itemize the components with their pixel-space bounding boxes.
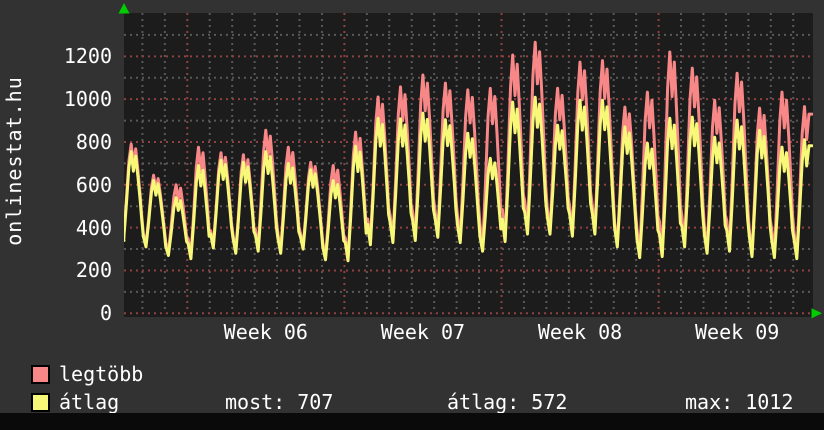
y-tick-label-800: 800: [75, 129, 112, 154]
legend-swatch-legtobb: [31, 365, 50, 384]
x-tick-label-4: Week 09: [694, 320, 780, 344]
legend-label-atlag: átlag: [59, 390, 120, 414]
y-tick-label-200: 200: [75, 258, 112, 283]
bottom-bar: [0, 413, 824, 430]
plot-area: [124, 13, 813, 317]
y-tick-label-1000: 1000: [63, 87, 112, 112]
chart-title-vertical: onlinestat.hu: [2, 76, 26, 246]
legend-label-legtobb: legtöbb: [59, 362, 144, 386]
series-atlag-line: [124, 95, 813, 263]
x-tick-label-2: Week 07: [380, 320, 466, 344]
y-tick-label-0: 0: [99, 301, 112, 326]
legend-swatch-atlag: [31, 393, 50, 412]
stat-most: most: 707: [225, 390, 334, 414]
y-tick-label-400: 400: [75, 215, 112, 240]
y-axis-arrow-icon: [118, 3, 130, 14]
stat-atlag: átlag: 572: [447, 390, 568, 414]
x-tick-label-1: Week 06: [223, 320, 308, 344]
y-tick-label-600: 600: [75, 172, 112, 197]
stat-max: max: 1012: [685, 390, 794, 414]
x-axis-arrow-icon: [811, 308, 822, 319]
y-tick-label-1200: 1200: [63, 44, 112, 69]
x-tick-label-3: Week 08: [537, 320, 623, 344]
